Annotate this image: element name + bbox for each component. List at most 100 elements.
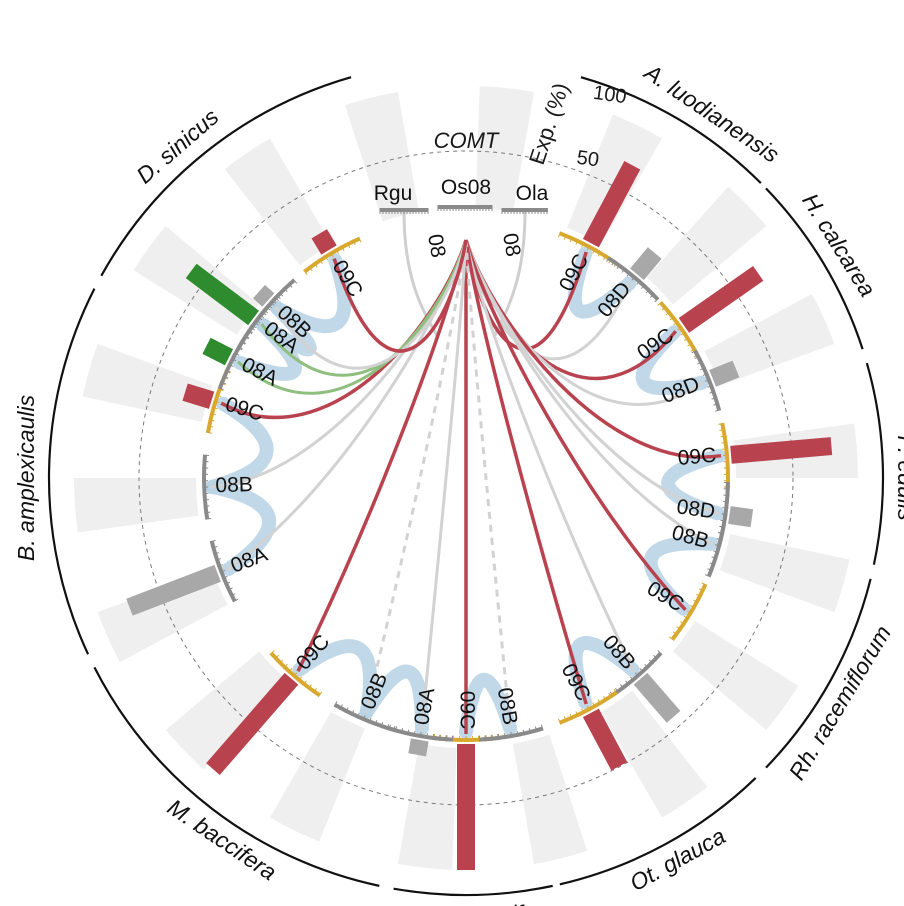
gene-ot-glauca-08b-0-tick bbox=[657, 650, 663, 656]
gene-m-baccifera-08b-1 bbox=[334, 703, 395, 732]
gene-a-luodianensis-08d-1-bar bbox=[630, 247, 662, 281]
background-band bbox=[270, 711, 365, 842]
gene-m-baccifera-08b-1-tick bbox=[333, 701, 338, 707]
gene-ot-glauca-08b-0-link bbox=[464, 239, 636, 672]
background-band bbox=[646, 186, 767, 305]
background-band bbox=[82, 343, 213, 422]
species-arc-p-edulis bbox=[865, 362, 885, 565]
species-arc-g-angustifo bbox=[393, 884, 553, 897]
gene-ot-glauca-08b-0-bar bbox=[633, 672, 681, 723]
gene-m-baccifera-08b-1-paralog-ribbon bbox=[359, 664, 429, 736]
gene-h-calcarea-08d-1 bbox=[693, 350, 722, 411]
ref-link-label-ola: 08 bbox=[498, 231, 525, 258]
gene-b-amplexicaulis-09c-2-label: 09C bbox=[223, 393, 267, 426]
ref-label-ola: Ola bbox=[516, 182, 549, 205]
background-band bbox=[475, 86, 535, 213]
species-arc-rh-racemiflorum bbox=[765, 578, 872, 769]
background-band bbox=[512, 734, 588, 865]
gene-d-sinicus-09c-3 bbox=[303, 236, 361, 274]
gene-rh-racemiflorum-09c-1 bbox=[670, 583, 708, 641]
background-band bbox=[704, 293, 835, 386]
species-label-b-amplexicaulis: B. amplexicaulis bbox=[13, 394, 39, 561]
gene-g-angustifo-08b-1-link bbox=[464, 239, 512, 731]
gene-h-calcarea-09c-0-bar bbox=[678, 266, 764, 333]
species-arc-d-sinicus bbox=[100, 76, 352, 277]
gene-b-amplexicaulis-08b-1 bbox=[202, 454, 210, 520]
background-band bbox=[97, 570, 228, 663]
background-band bbox=[397, 743, 457, 870]
ref-label-os08: Os08 bbox=[441, 176, 491, 199]
figure-title: COMT bbox=[434, 128, 500, 153]
gene-ot-glauca-09c-1-link bbox=[464, 239, 588, 705]
gene-b-amplexicaulis-09c-2-bar bbox=[182, 383, 215, 409]
gene-g-angustifo-09c-0-label: 09C bbox=[455, 691, 478, 730]
gene-d-sinicus-08b-2 bbox=[249, 278, 296, 329]
gene-b-amplexicaulis-08a-0 bbox=[209, 540, 237, 602]
background-band bbox=[672, 621, 799, 730]
gene-d-sinicus-09c-3-link bbox=[332, 239, 468, 353]
axis-tick-100: 100 bbox=[592, 82, 628, 108]
gene-b-amplexicaulis-08a-0-tick bbox=[209, 539, 216, 543]
gene-a-luodianensis-09c-0-bar bbox=[582, 161, 641, 248]
gene-m-baccifera-08b-1-link bbox=[364, 239, 468, 714]
ortholog-links bbox=[210, 211, 722, 734]
background-band bbox=[601, 690, 708, 818]
gene-rh-racemiflorum-08b-0 bbox=[707, 514, 728, 577]
gene-m-baccifera-08a-0-link bbox=[420, 239, 468, 731]
gene-m-baccifera-09c-2-tick bbox=[317, 691, 323, 698]
gene-g-angustifo-08b-1 bbox=[479, 726, 544, 742]
gene-p-edulis-08d-1-bar bbox=[728, 506, 754, 528]
ref-link-rgu bbox=[402, 211, 440, 339]
expression-bars bbox=[126, 161, 833, 870]
background-band bbox=[165, 651, 286, 770]
species-arc-ot-glauca bbox=[559, 777, 757, 886]
species-arcs bbox=[47, 76, 885, 897]
gene-d-sinicus-08b-2-link bbox=[274, 239, 468, 370]
gene-b-amplexicaulis-08a-0-label: 08A bbox=[228, 543, 271, 578]
gene-g-angustifo-08b-1-paralog-ribbon bbox=[459, 672, 518, 739]
gene-h-calcarea-08d-1-label: 08D bbox=[659, 372, 703, 408]
species-arc-b-amplexicaulis bbox=[47, 288, 96, 655]
species-label-h-calcarea: H. calcarea bbox=[797, 189, 881, 301]
species-label-ot-glauca: Ot. glauca bbox=[625, 823, 729, 897]
gene-d-sinicus-09c-3-bar bbox=[311, 229, 337, 255]
ref-label-rgu: Rgu bbox=[374, 182, 413, 205]
gene-a-luodianensis-08d-1 bbox=[607, 256, 660, 301]
gene-d-sinicus-08a-0-bar bbox=[202, 337, 234, 366]
gene-p-edulis-08d-1-label: 08D bbox=[675, 495, 716, 523]
gene-rh-racemiflorum-09c-1-link bbox=[464, 239, 687, 612]
gene-p-edulis-09c-0-label: 09C bbox=[677, 444, 717, 470]
background-band bbox=[344, 91, 420, 222]
gene-m-baccifera-09c-2-bar bbox=[206, 672, 299, 775]
background-band bbox=[74, 478, 199, 533]
gene-m-baccifera-09c-2-paralog-ribbon bbox=[292, 639, 378, 719]
gene-rh-racemiflorum-08b-0-link bbox=[464, 239, 714, 546]
ref-link-label-rgu: 08 bbox=[423, 232, 450, 259]
background-band bbox=[224, 138, 331, 266]
species-label-a-luodianensis: A. luodianensis bbox=[638, 58, 784, 168]
species-label-g-angustifo: G. angustifo bbox=[411, 900, 536, 906]
gene-b-amplexicaulis-08b-1-label: 08B bbox=[215, 473, 253, 497]
gene-h-calcarea-08d-1-bar bbox=[709, 360, 740, 387]
background-band bbox=[719, 534, 850, 613]
gene-p-edulis-09c-0-bar bbox=[730, 437, 833, 464]
background-band bbox=[567, 114, 662, 245]
gene-b-amplexicaulis-09c-2-paralog-ribbon bbox=[205, 396, 274, 494]
gene-g-angustifo-08b-1-label: 08B bbox=[493, 686, 522, 727]
species-arc-h-calcarea bbox=[765, 187, 864, 350]
gene-markers bbox=[202, 205, 730, 742]
axis-tick-50: 50 bbox=[575, 147, 600, 172]
gene-ot-glauca-09c-1-bar bbox=[582, 708, 628, 771]
gene-b-amplexicaulis-08a-0-bar bbox=[126, 564, 221, 616]
gene-d-sinicus-08a-1-bar bbox=[185, 263, 259, 326]
gene-d-sinicus-09c-3-tick bbox=[303, 269, 308, 276]
species-label-rh-racemiflorum: Rh. racemiflorum bbox=[784, 621, 896, 784]
gene-m-baccifera-09c-2 bbox=[269, 651, 321, 697]
species-label-p-edulis: P. edulis bbox=[893, 435, 904, 521]
gene-ot-glauca-09c-1 bbox=[559, 690, 618, 725]
gene-d-sinicus-08b-2-bar bbox=[252, 284, 275, 307]
species-arc-m-baccifera bbox=[93, 666, 380, 887]
species-arc-a-luodianensis bbox=[580, 76, 762, 184]
gene-m-baccifera-08a-0-bar bbox=[408, 738, 429, 757]
